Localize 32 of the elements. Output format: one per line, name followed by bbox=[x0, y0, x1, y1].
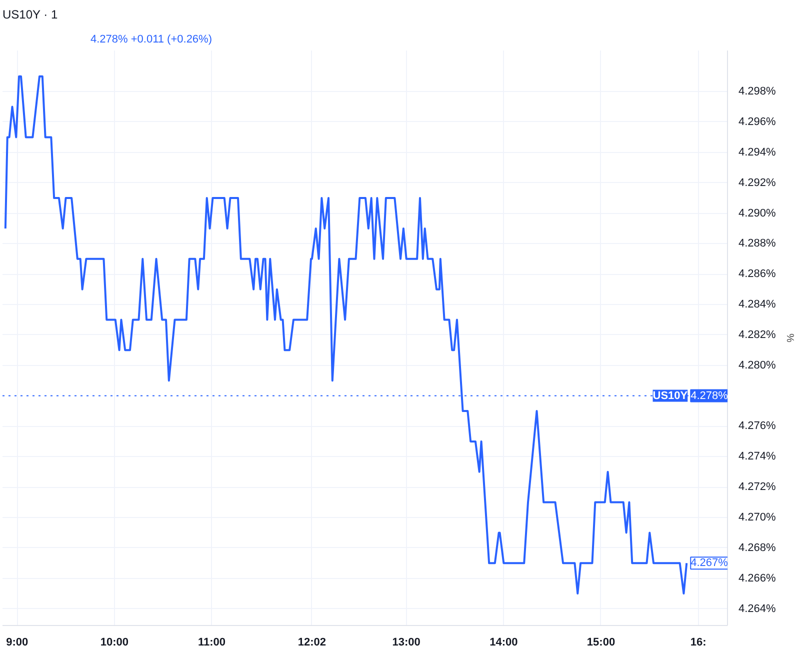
y-tick-label: 4.268% bbox=[738, 542, 776, 554]
y-tick-label: 4.272% bbox=[738, 481, 776, 494]
y-axis-title: % bbox=[784, 334, 795, 343]
x-tick-label: 13:00 bbox=[392, 636, 420, 648]
x-tick-label: 15:00 bbox=[586, 636, 616, 648]
y-tick-label: 4.274% bbox=[738, 450, 776, 463]
y-tick-label: 4.276% bbox=[738, 420, 776, 432]
y-tick-label: 4.296% bbox=[738, 116, 776, 128]
x-tick-label: 16: bbox=[690, 636, 706, 648]
x-tick-label: 14:00 bbox=[490, 636, 518, 648]
y-tick-label: 4.292% bbox=[738, 176, 776, 189]
y-tick-label: 4.294% bbox=[738, 146, 776, 158]
y-tick-label: 4.264% bbox=[738, 602, 776, 615]
y-tick-label: 4.290% bbox=[738, 207, 776, 220]
y-tick-label: 4.298% bbox=[738, 86, 776, 98]
annotation: 4.278% bbox=[690, 390, 728, 402]
y-tick-label: 4.280% bbox=[738, 359, 776, 372]
y-tick-label: 4.282% bbox=[738, 328, 776, 341]
chart-subtitle: 4.278% +0.011 (+0.26%) bbox=[90, 34, 212, 46]
y-tick-label: 4.266% bbox=[738, 572, 776, 584]
x-tick-label: 9:00 bbox=[6, 636, 28, 648]
annotation: 4.267% bbox=[690, 557, 728, 570]
ref-line-label: US10Y bbox=[652, 390, 688, 402]
line-series bbox=[4, 75, 688, 595]
y-tick-label: 4.284% bbox=[738, 298, 776, 311]
chart-title: US10Y · 1 bbox=[2, 8, 58, 22]
y-tick-label: 4.270% bbox=[738, 511, 776, 524]
x-tick-label: 10:00 bbox=[100, 636, 128, 648]
x-tick-label: 11:00 bbox=[198, 636, 226, 648]
x-tick-label: 12:02 bbox=[298, 636, 326, 648]
y-tick-label: 4.286% bbox=[738, 268, 776, 280]
y-tick-label: 4.288% bbox=[738, 238, 776, 250]
